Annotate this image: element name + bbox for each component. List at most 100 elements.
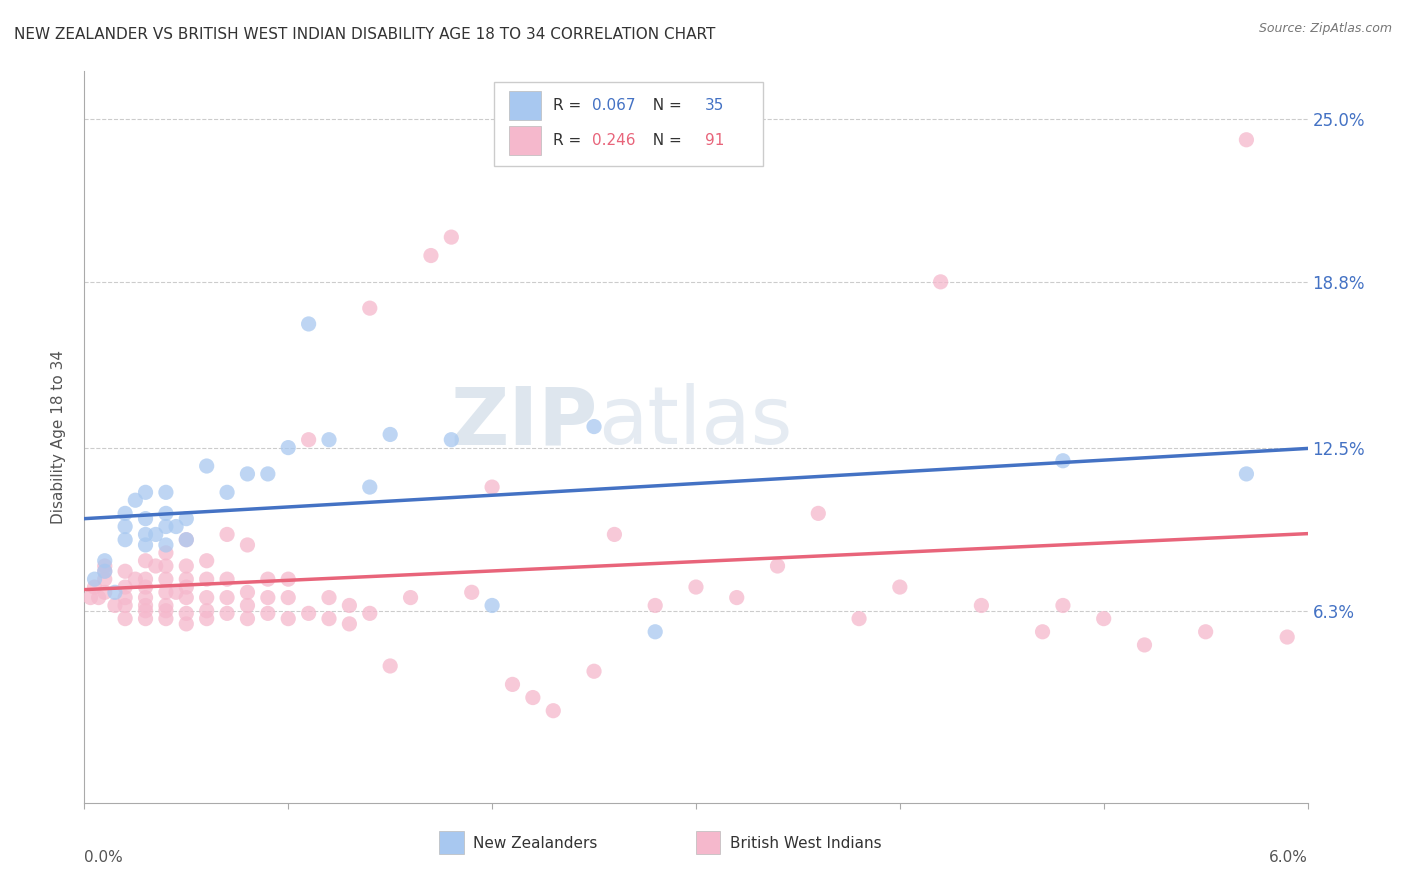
Point [165,519,187,533]
Point [359,480,381,494]
Point [1236,133,1258,147]
Point [929,275,952,289]
Point [83,580,105,594]
Point [155,538,177,552]
Point [217,607,239,621]
Point [440,230,463,244]
Point [502,677,524,691]
Point [217,591,239,605]
Point [339,616,361,631]
Point [114,564,136,578]
Point [104,599,127,613]
Point [195,458,218,473]
Point [318,612,340,626]
Point [135,580,157,594]
Text: 91: 91 [704,133,724,148]
Point [461,585,484,599]
Point [155,604,177,618]
Point [236,585,259,599]
Point [277,612,299,626]
Point [176,591,198,605]
Point [481,599,503,613]
Point [176,511,198,525]
Point [114,507,136,521]
Text: 35: 35 [704,98,724,113]
Point [644,599,666,613]
Point [380,427,402,442]
Point [114,533,136,547]
Text: British West Indians: British West Indians [730,836,882,851]
Point [298,317,321,331]
Point [135,554,157,568]
Point [165,585,187,599]
Point [124,493,146,508]
Point [1052,454,1074,468]
FancyBboxPatch shape [509,91,541,120]
Point [155,546,177,560]
Point [543,704,565,718]
FancyBboxPatch shape [439,830,464,854]
Point [195,572,218,586]
Point [124,572,146,586]
Point [685,580,707,594]
Point [583,665,606,679]
Point [155,507,177,521]
Point [257,607,280,621]
Point [1133,638,1156,652]
Point [87,591,110,605]
Point [93,585,117,599]
Point [195,604,218,618]
Point [176,533,198,547]
Point [135,612,157,626]
Point [176,533,198,547]
Point [93,564,117,578]
Point [104,585,127,599]
Point [217,485,239,500]
Point [195,612,218,626]
Point [889,580,911,594]
Point [93,559,117,574]
Point [135,485,157,500]
Text: Source: ZipAtlas.com: Source: ZipAtlas.com [1258,22,1392,36]
Point [440,433,463,447]
Point [114,519,136,533]
Point [135,527,157,541]
Point [1052,599,1074,613]
Point [766,559,789,574]
Point [481,480,503,494]
Point [277,591,299,605]
Point [236,599,259,613]
Point [522,690,544,705]
Point [135,538,157,552]
Point [807,507,830,521]
Point [1032,624,1054,639]
Point [257,467,280,481]
Point [583,419,606,434]
Point [79,591,101,605]
Point [217,527,239,541]
Text: R =: R = [553,133,586,148]
Point [298,433,321,447]
Point [1277,630,1299,644]
Point [176,559,198,574]
Point [93,554,117,568]
Point [277,441,299,455]
Text: 6.0%: 6.0% [1268,850,1308,865]
Text: N =: N = [644,98,688,113]
Point [420,248,443,262]
Text: 0.067: 0.067 [592,98,636,113]
Point [1092,612,1115,626]
Point [359,301,381,315]
Point [155,612,177,626]
Y-axis label: Disability Age 18 to 34: Disability Age 18 to 34 [51,350,66,524]
Point [135,591,157,605]
Point [83,572,105,586]
Point [176,572,198,586]
Point [257,591,280,605]
Text: New Zealanders: New Zealanders [474,836,598,851]
Text: R =: R = [553,98,586,113]
Text: 0.0%: 0.0% [84,850,124,865]
Point [135,572,157,586]
FancyBboxPatch shape [494,82,763,167]
Point [236,467,259,481]
